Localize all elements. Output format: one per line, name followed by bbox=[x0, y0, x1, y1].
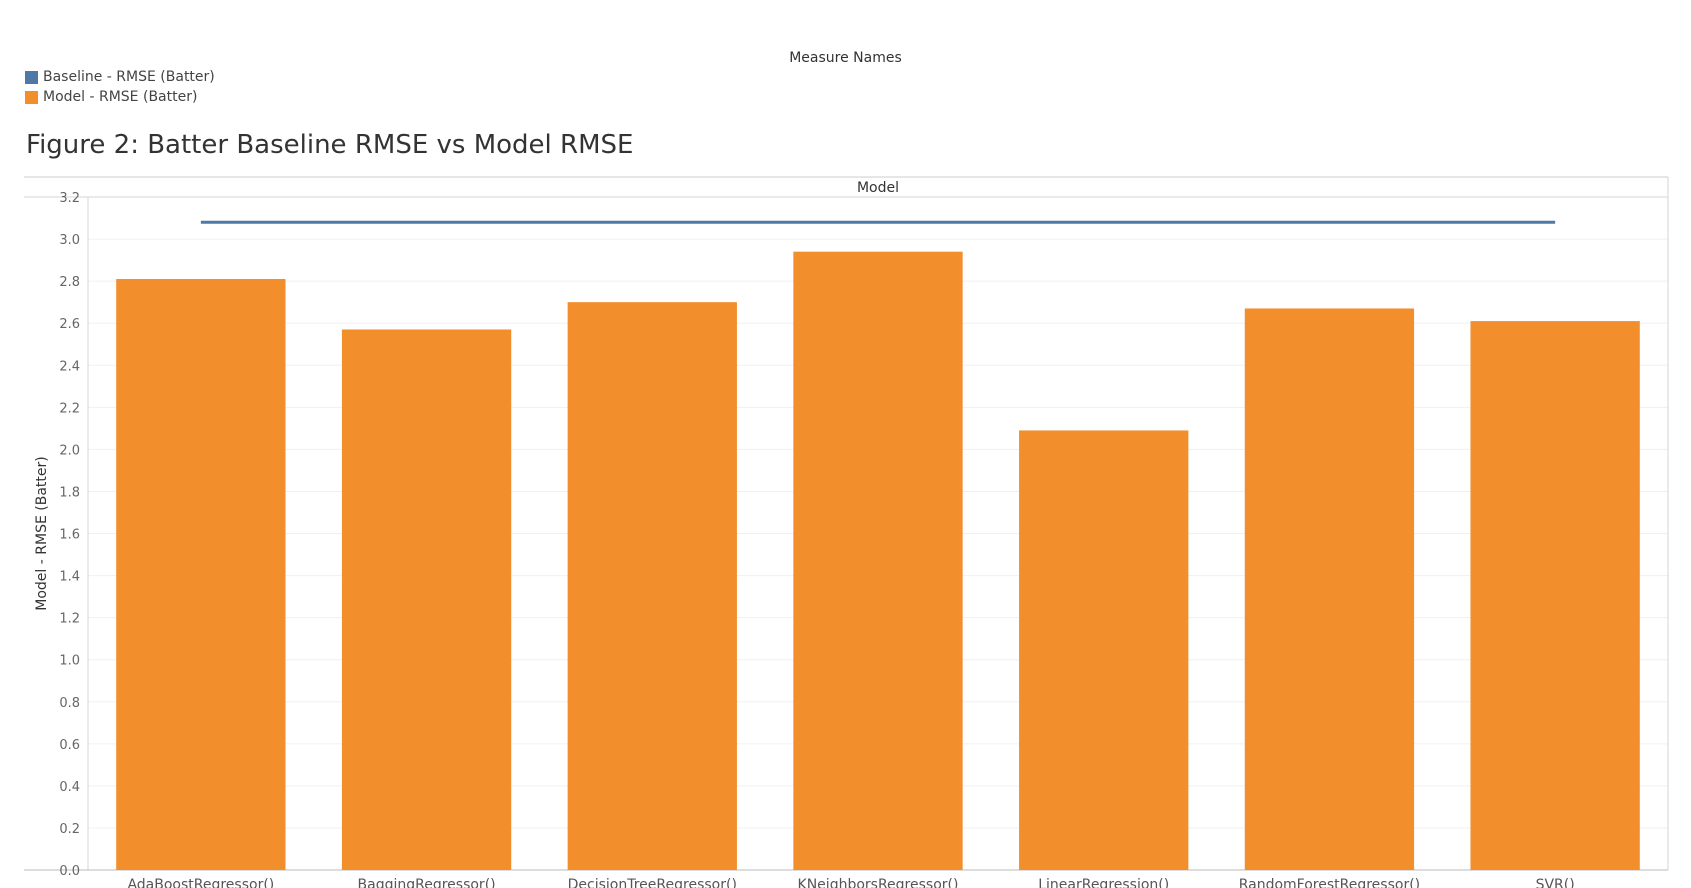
y-tick-label: 1.8 bbox=[59, 485, 80, 500]
bar-kneighborsregressor[interactable] bbox=[793, 252, 962, 870]
x-axis-labels: AdaBoostRegressor() BaggingRegressor() Dec… bbox=[127, 877, 1574, 888]
x-tick-label: SVR() bbox=[1536, 877, 1575, 888]
x-tick-label: DecisionTreeRegressor() bbox=[568, 877, 737, 888]
x-tick-label: BaggingRegressor() bbox=[358, 877, 496, 888]
x-tick-label: AdaBoostRegressor() bbox=[127, 877, 274, 888]
y-tick-label: 2.2 bbox=[59, 401, 80, 416]
y-tick-label: 0.4 bbox=[59, 780, 80, 795]
y-axis-title: Model - RMSE (Batter) bbox=[34, 456, 50, 610]
y-tick-label: 2.8 bbox=[59, 275, 80, 290]
y-tick-label: 2.0 bbox=[59, 443, 80, 458]
y-tick-label: 0.8 bbox=[59, 696, 80, 711]
y-axis-ticks: 0.0 0.2 0.4 0.6 0.8 1.0 1.2 1.4 1.6 1.8 2.0 2.2 2.4 2… bbox=[59, 191, 80, 879]
y-tick-label: 1.6 bbox=[59, 528, 80, 543]
y-tick-label: 3.0 bbox=[59, 233, 80, 248]
bar-baggingregressor[interactable] bbox=[342, 329, 511, 870]
y-tick-label: 2.6 bbox=[59, 317, 80, 332]
y-tick-label: 2.4 bbox=[59, 359, 80, 374]
bar-randomforestregressor[interactable] bbox=[1245, 308, 1414, 870]
y-tick-label: 3.2 bbox=[59, 191, 80, 206]
panel-header: Model bbox=[857, 180, 899, 196]
x-tick-label: KNeighborsRegressor() bbox=[798, 877, 959, 888]
y-tick-label: 1.2 bbox=[59, 612, 80, 627]
x-tick-label: LinearRegression() bbox=[1038, 877, 1169, 888]
bar-linearregression[interactable] bbox=[1019, 430, 1188, 870]
x-tick-label: RandomForestRegressor() bbox=[1239, 877, 1420, 888]
bar-adaboostregressor[interactable] bbox=[116, 279, 285, 870]
y-tick-label: 0.6 bbox=[59, 738, 80, 753]
y-tick-label: 0.0 bbox=[59, 864, 80, 879]
y-tick-label: 0.2 bbox=[59, 822, 80, 837]
bars bbox=[116, 252, 1640, 870]
bar-decisiontreeregressor[interactable] bbox=[568, 302, 737, 870]
y-tick-label: 1.4 bbox=[59, 570, 80, 585]
y-tick-label: 1.0 bbox=[59, 654, 80, 669]
bar-svr[interactable] bbox=[1471, 321, 1640, 870]
